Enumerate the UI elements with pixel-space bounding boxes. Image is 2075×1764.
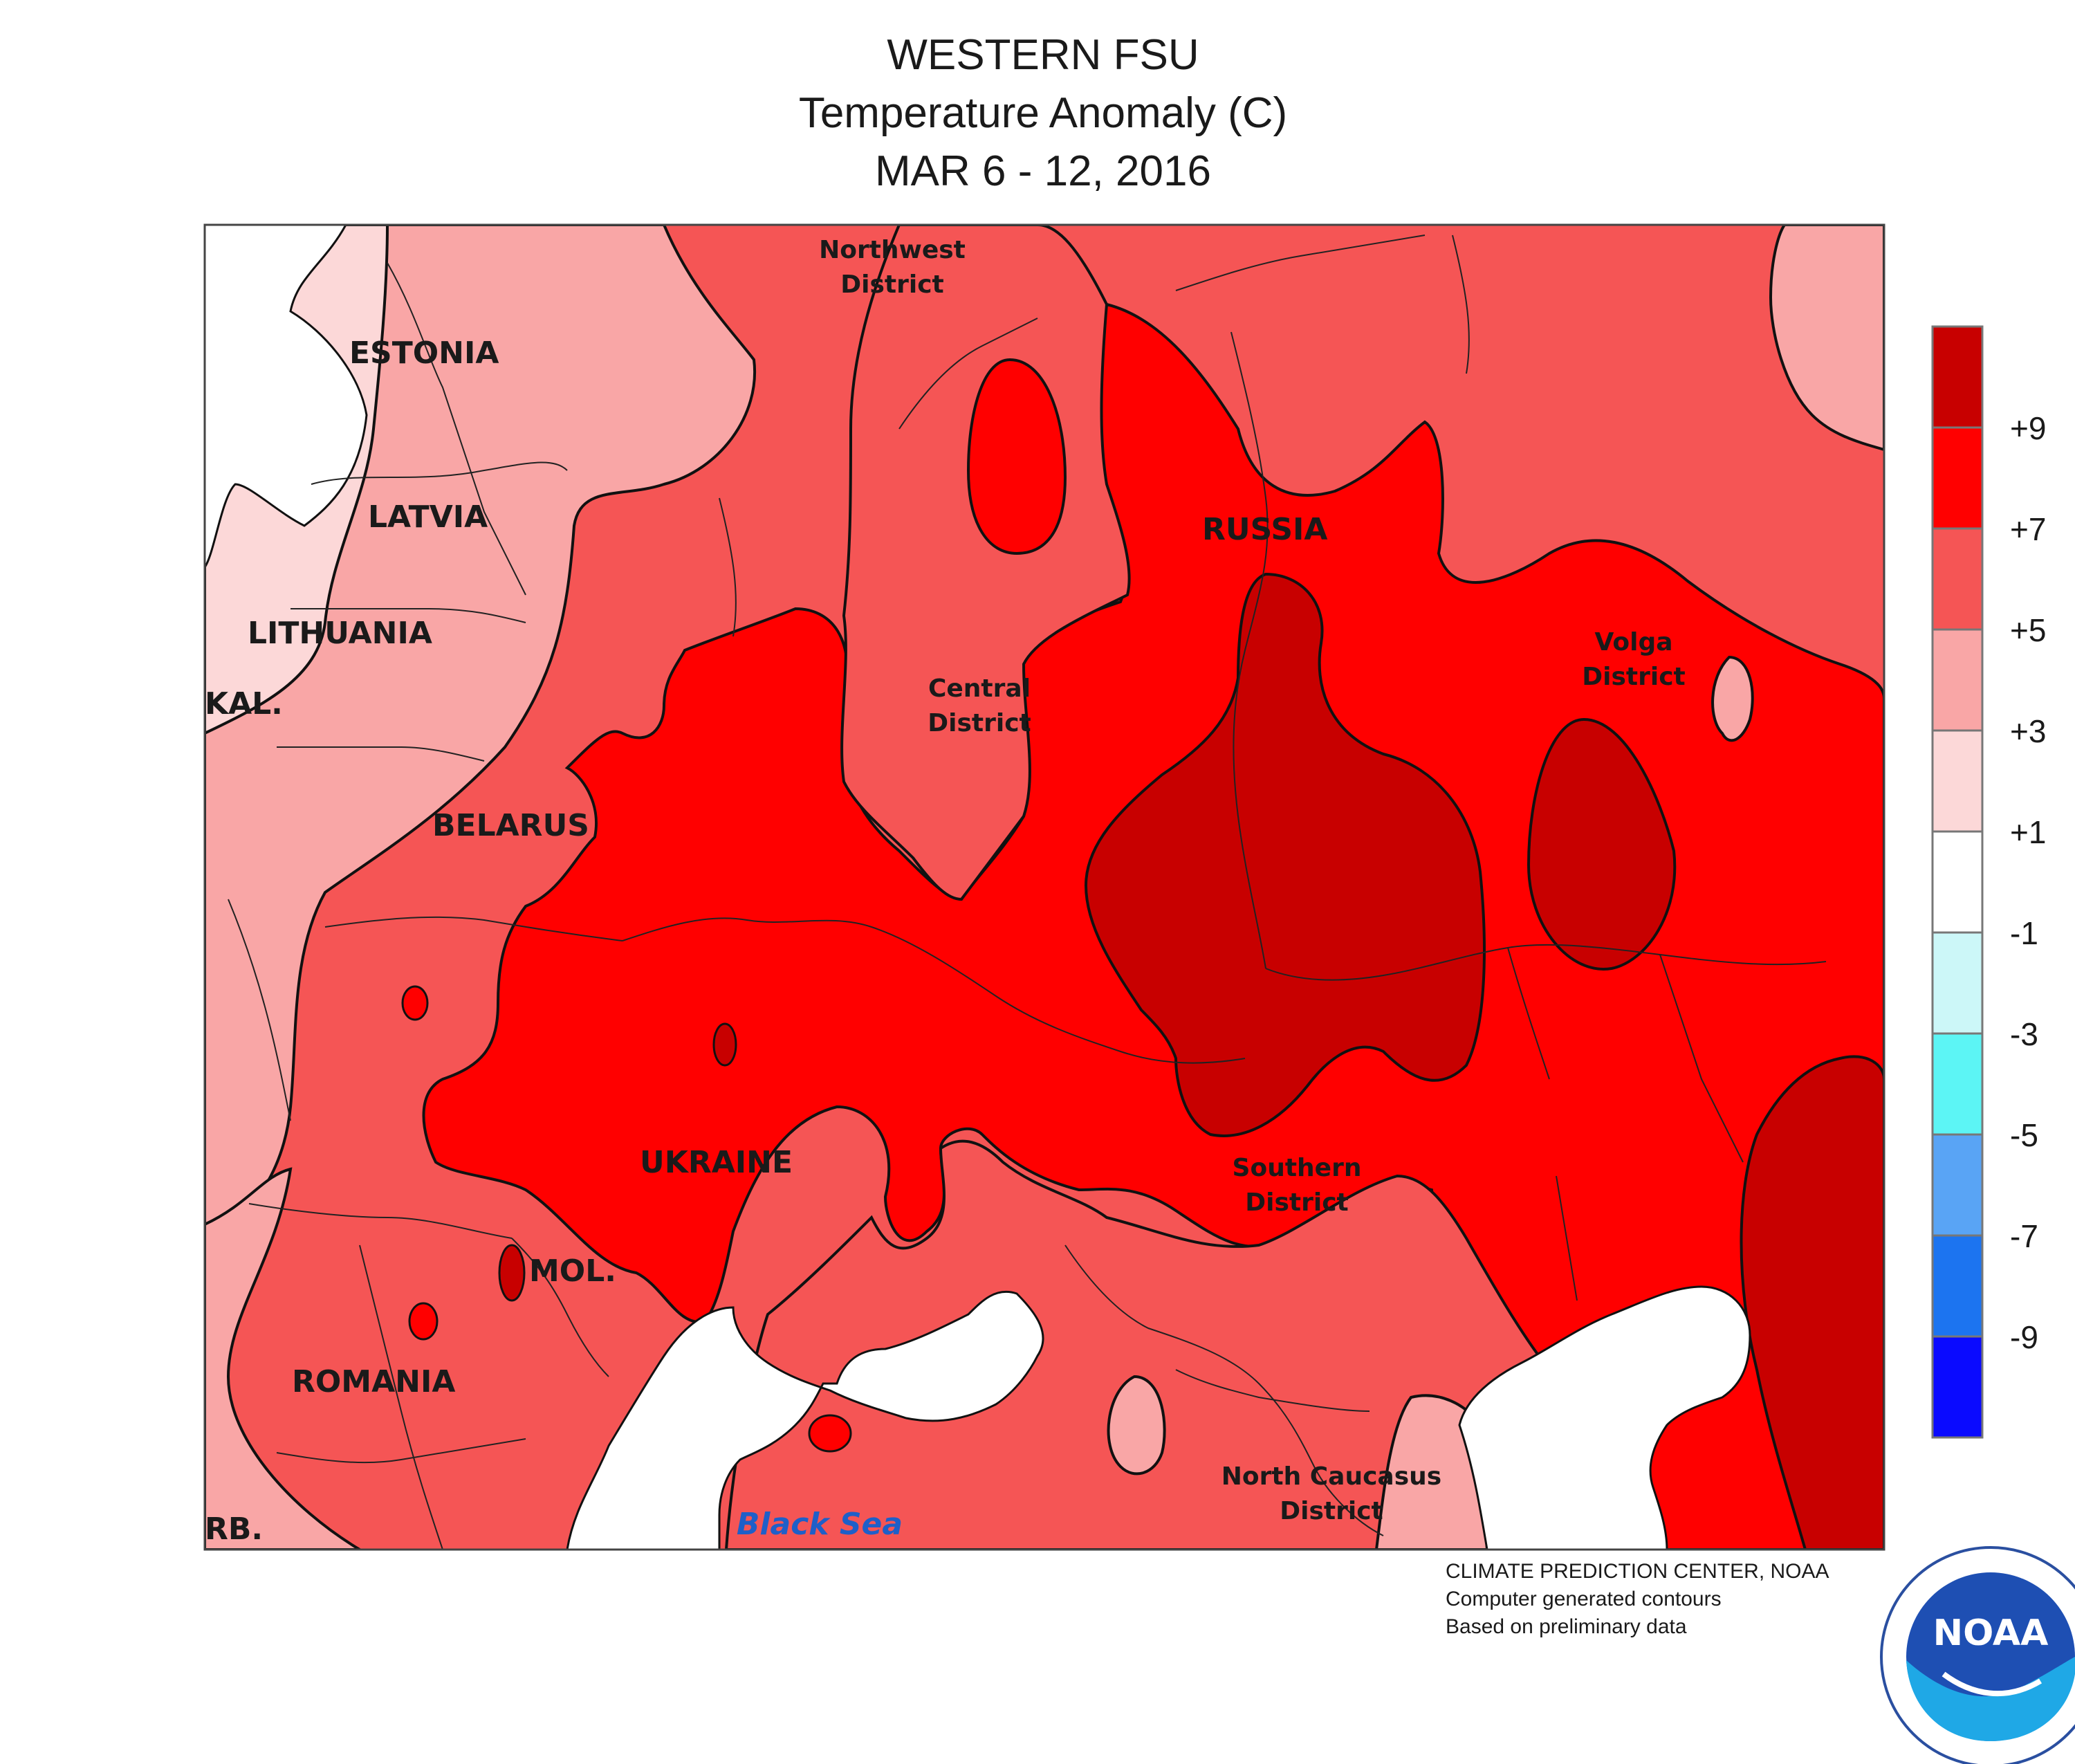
- label-southern-district-2: District: [1245, 1188, 1349, 1217]
- credit-method: Computer generated contours: [1446, 1588, 1722, 1610]
- map-frame: [203, 223, 1885, 1551]
- label-north-caucasus-district-1: North Caucasus: [1221, 1462, 1441, 1491]
- anomaly-spot-crimea: [808, 1414, 852, 1453]
- scale-bin-minus7-minus9: [1931, 1234, 1984, 1338]
- scale-label-minus9: -9: [2010, 1319, 2038, 1355]
- title-region: WESTERN FSU: [887, 31, 1199, 79]
- label-romania: ROMANIA: [292, 1364, 455, 1399]
- scale-bin-1-3: [1931, 729, 1984, 833]
- scale-label-plus5: +5: [2010, 612, 2047, 648]
- scale-bin-below-minus9: [1931, 1335, 1984, 1439]
- anomaly-band-5-7-central: [840, 225, 1131, 901]
- label-northwest-district-1: Northwest: [819, 236, 966, 264]
- anomaly-spot-belarus: [401, 985, 429, 1021]
- anomaly-spot-ukraine: [712, 1022, 737, 1067]
- scale-bin-5-7: [1931, 527, 1984, 631]
- anomaly-cell-above-9-center: [1084, 572, 1486, 1137]
- label-moldova: MOL.: [529, 1253, 616, 1289]
- label-lithuania: LITHUANIA: [248, 616, 432, 651]
- anomaly-spot-romania: [408, 1302, 439, 1341]
- scale-label-minus1: -1: [2010, 915, 2038, 951]
- boundary-lines: [228, 235, 1827, 1550]
- anomaly-spot-moldova: [498, 1244, 526, 1302]
- anomaly-map: [205, 225, 1884, 1550]
- map-title: WESTERN FSU Temperature Anomaly (C) MAR …: [0, 26, 2075, 201]
- label-latvia: LATVIA: [368, 499, 488, 535]
- label-north-caucasus-district-2: District: [1280, 1497, 1383, 1525]
- label-volga-district-1: Volga: [1594, 628, 1672, 656]
- scale-label-plus1: +1: [2010, 814, 2047, 850]
- scale-label-minus3: -3: [2010, 1016, 2038, 1052]
- baltic-water: [205, 225, 368, 569]
- scale-label-minus5: -5: [2010, 1117, 2038, 1153]
- black-sea-water: [566, 1290, 1044, 1550]
- title-date-range: MAR 6 - 12, 2016: [875, 147, 1211, 195]
- scale-bin-minus1-minus3: [1931, 931, 1984, 1035]
- credits: CLIMATE PREDICTION CENTER, NOAA Computer…: [1446, 1558, 1829, 1641]
- anomaly-band-3-5-southwest: [205, 1167, 362, 1550]
- noaa-logo: NOAA: [1880, 1546, 2075, 1764]
- label-russia: RUSSIA: [1202, 512, 1327, 547]
- caspian-water: [1458, 1285, 1751, 1550]
- credit-note: Based on preliminary data: [1446, 1615, 1687, 1638]
- anomaly-band-3-5-northeast: [1769, 225, 1884, 452]
- scale-label-plus7: +7: [2010, 511, 2047, 547]
- color-scale-bar: [1931, 325, 1984, 1439]
- label-southern-district-1: Southern: [1233, 1154, 1362, 1182]
- label-estonia: ESTONIA: [349, 336, 499, 371]
- scale-bin-above-9: [1931, 325, 1984, 429]
- title-variable: Temperature Anomaly (C): [798, 89, 1288, 137]
- anomaly-cell-7-9-northwest: [966, 358, 1067, 555]
- label-volga-district-2: District: [1582, 663, 1686, 691]
- label-northwest-district-2: District: [840, 270, 944, 299]
- label-serbia: RB.: [205, 1512, 263, 1547]
- noaa-logo-text: NOAA: [1933, 1613, 2049, 1654]
- anomaly-band-5-7-south-ukraine: [724, 1139, 1614, 1550]
- scale-label-minus7: -7: [2010, 1218, 2038, 1254]
- scale-bin-7-9: [1931, 426, 1984, 530]
- anomaly-cell-3-5-volga: [1711, 655, 1754, 742]
- label-kaliningrad: KAL.: [205, 686, 283, 722]
- scale-label-plus3: +3: [2010, 713, 2047, 749]
- label-central-district-1: Central: [928, 674, 1031, 703]
- label-ukraine: UKRAINE: [640, 1145, 793, 1180]
- anomaly-cell-above-9-volga: [1527, 717, 1677, 971]
- scale-bin-minus3-minus5: [1931, 1032, 1984, 1136]
- scale-bin-3-5: [1931, 628, 1984, 732]
- credit-source: CLIMATE PREDICTION CENTER, NOAA: [1446, 1560, 1829, 1583]
- label-central-district-2: District: [928, 709, 1031, 737]
- anomaly-cell-3-5-caucasus: [1107, 1375, 1166, 1476]
- scale-label-plus9: +9: [2010, 410, 2047, 446]
- label-black-sea: Black Sea: [737, 1507, 903, 1542]
- label-belarus: BELARUS: [432, 808, 589, 843]
- scale-bin-neutral: [1931, 830, 1984, 934]
- scale-bin-minus5-minus7: [1931, 1133, 1984, 1237]
